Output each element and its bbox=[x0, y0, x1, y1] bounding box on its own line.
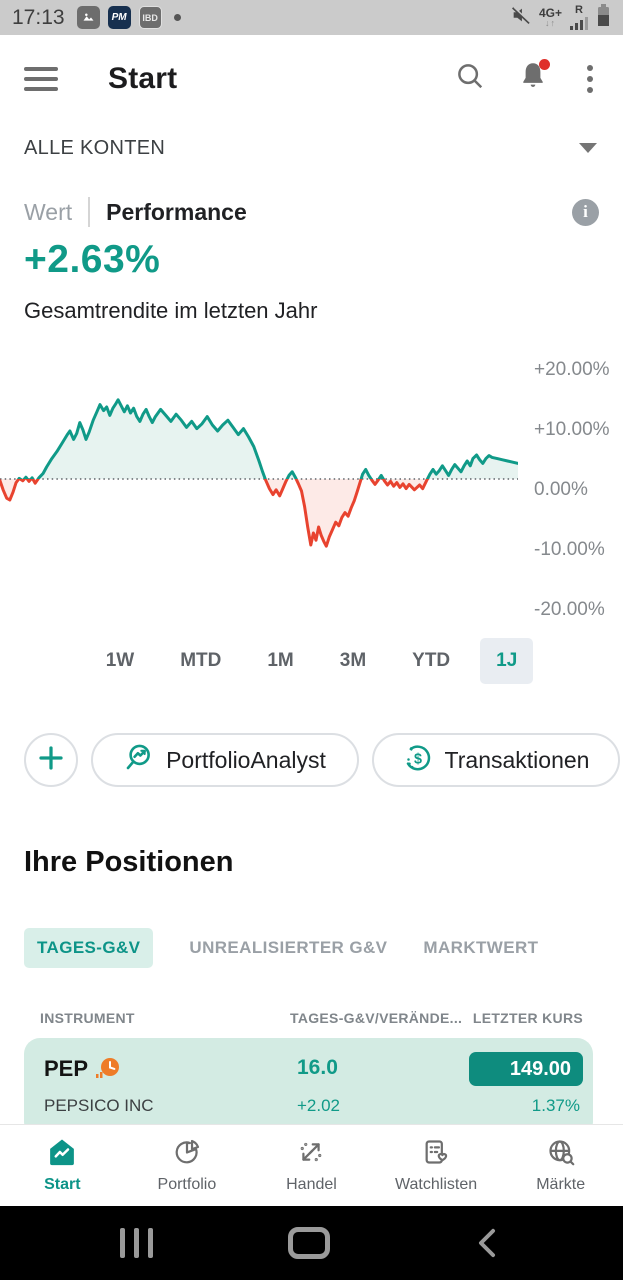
position-symbol: PEP bbox=[44, 1056, 89, 1081]
overflow-menu-icon[interactable] bbox=[581, 63, 599, 95]
tab-marktwert[interactable]: MARKTWERT bbox=[423, 938, 539, 957]
android-recents-button[interactable] bbox=[120, 1228, 153, 1258]
pm-app-notification-icon: PM bbox=[107, 6, 131, 29]
y-axis-tick: +20.00% bbox=[534, 359, 610, 380]
nav-portfolio[interactable]: Portfolio bbox=[125, 1125, 250, 1206]
tab-wert[interactable]: Wert bbox=[24, 198, 73, 225]
position-name: PEPSICO INC bbox=[44, 1096, 154, 1115]
range-ytd[interactable]: YTD bbox=[412, 650, 451, 671]
globe-search-icon bbox=[546, 1138, 576, 1171]
notification-dot-icon bbox=[173, 14, 181, 21]
tab-separator bbox=[88, 197, 91, 227]
nav-start[interactable]: Start bbox=[0, 1125, 125, 1206]
performance-caption: Gesamtrendite im letzten Jahr bbox=[24, 298, 318, 323]
app-header: Start bbox=[0, 35, 623, 122]
y-axis-tick: 0.00% bbox=[534, 479, 588, 500]
signal-icon: R bbox=[569, 5, 589, 30]
android-back-button[interactable] bbox=[472, 1226, 502, 1265]
column-header-instrument: INSTRUMENT bbox=[40, 1010, 135, 1026]
position-day-change: +2.02 bbox=[297, 1096, 341, 1115]
nav-watchlisten[interactable]: Watchlisten bbox=[374, 1125, 499, 1206]
bottom-navigation: Start Portfolio Handel Watchlisten Märkt… bbox=[0, 1124, 623, 1206]
position-change-percent: 1.37% bbox=[531, 1096, 580, 1115]
positions-heading: Ihre Positionen bbox=[24, 846, 234, 878]
notifications-bell-icon[interactable] bbox=[519, 59, 550, 96]
range-1m[interactable]: 1M bbox=[267, 650, 294, 671]
range-mtd[interactable]: MTD bbox=[180, 650, 222, 671]
chart-plot-area[interactable] bbox=[0, 348, 520, 638]
nav-handel[interactable]: Handel bbox=[249, 1125, 374, 1206]
y-axis-tick: -10.00% bbox=[534, 539, 605, 560]
trade-arrows-icon bbox=[296, 1138, 326, 1171]
tab-unrealisierter-gv[interactable]: UNREALISIERTER G&V bbox=[189, 938, 388, 957]
account-selector[interactable]: ALLE KONTEN bbox=[0, 124, 623, 172]
range-1j[interactable]: 1J bbox=[480, 638, 534, 684]
performance-mode-tabs: Wert Performance i bbox=[24, 192, 599, 232]
portfolio-analyst-button[interactable]: PortfolioAnalyst bbox=[91, 733, 359, 787]
notification-badge bbox=[539, 59, 550, 70]
tab-tages-gv[interactable]: TAGES-G&V bbox=[24, 928, 154, 968]
plus-icon bbox=[36, 743, 66, 778]
y-axis-tick: -20.00% bbox=[534, 599, 605, 620]
tab-performance[interactable]: Performance bbox=[106, 198, 247, 225]
status-time: 17:13 bbox=[12, 5, 65, 29]
transactions-label: Transaktionen bbox=[444, 746, 590, 773]
column-header-day-pnl: TAGES-G&V/VERÄNDE... bbox=[290, 1010, 463, 1026]
performance-value: +2.63% bbox=[24, 238, 161, 281]
transactions-button[interactable]: $ Transaktionen bbox=[372, 733, 620, 787]
position-day-pnl: 16.0 bbox=[297, 1056, 338, 1079]
performance-chart[interactable]: +20.00% +10.00% 0.00% -10.00% -20.00% bbox=[0, 348, 623, 633]
home-icon bbox=[47, 1138, 77, 1171]
portfolio-analyst-icon bbox=[124, 743, 154, 778]
android-home-button[interactable] bbox=[288, 1227, 330, 1259]
last-price-badge: 149.00 bbox=[469, 1052, 583, 1086]
svg-text:$: $ bbox=[414, 751, 422, 767]
positions-table-header: INSTRUMENT TAGES-G&V/VERÄNDE... LETZTER … bbox=[0, 1010, 623, 1032]
add-button[interactable] bbox=[24, 733, 78, 787]
clock-after-hours-icon bbox=[96, 1056, 120, 1087]
page-title: Start bbox=[108, 61, 178, 95]
column-header-last-price: LETZTER KURS bbox=[472, 1010, 583, 1026]
y-axis-tick: +10.00% bbox=[534, 419, 610, 440]
transactions-icon: $ bbox=[403, 743, 433, 778]
range-1w[interactable]: 1W bbox=[105, 650, 135, 671]
positions-tabs: TAGES-G&V UNREALISIERTER G&V MARKTWERT bbox=[24, 926, 613, 970]
portfolio-analyst-label: PortfolioAnalyst bbox=[166, 746, 326, 773]
ibd-app-notification-icon: IBD bbox=[138, 6, 162, 29]
account-selector-label: ALLE KONTEN bbox=[24, 136, 166, 159]
quick-actions: PortfolioAnalyst $ Transaktionen bbox=[24, 732, 623, 788]
network-type-indicator: 4G+ ↓↑ bbox=[538, 6, 562, 28]
android-navigation-bar bbox=[0, 1206, 623, 1280]
gallery-notification-icon bbox=[76, 6, 100, 29]
menu-icon[interactable] bbox=[24, 66, 60, 91]
search-icon[interactable] bbox=[455, 61, 485, 96]
time-range-selector: 1W MTD 1M 3M YTD 1J bbox=[0, 636, 623, 686]
info-icon[interactable]: i bbox=[572, 198, 599, 226]
position-row-pep[interactable]: PEP 16.0 149.00 PEPSICO INC +2.02 1.37% bbox=[24, 1038, 593, 1138]
nav-maerkte[interactable]: Märkte bbox=[498, 1125, 623, 1206]
pie-chart-icon bbox=[172, 1138, 202, 1171]
status-bar: 17:13 PM IBD 4G+ ↓↑ R bbox=[0, 0, 623, 35]
caret-down-icon bbox=[579, 143, 597, 153]
watchlist-heart-icon bbox=[421, 1138, 451, 1171]
mute-icon bbox=[510, 4, 532, 31]
range-3m[interactable]: 3M bbox=[339, 650, 367, 671]
battery-icon bbox=[596, 3, 611, 32]
